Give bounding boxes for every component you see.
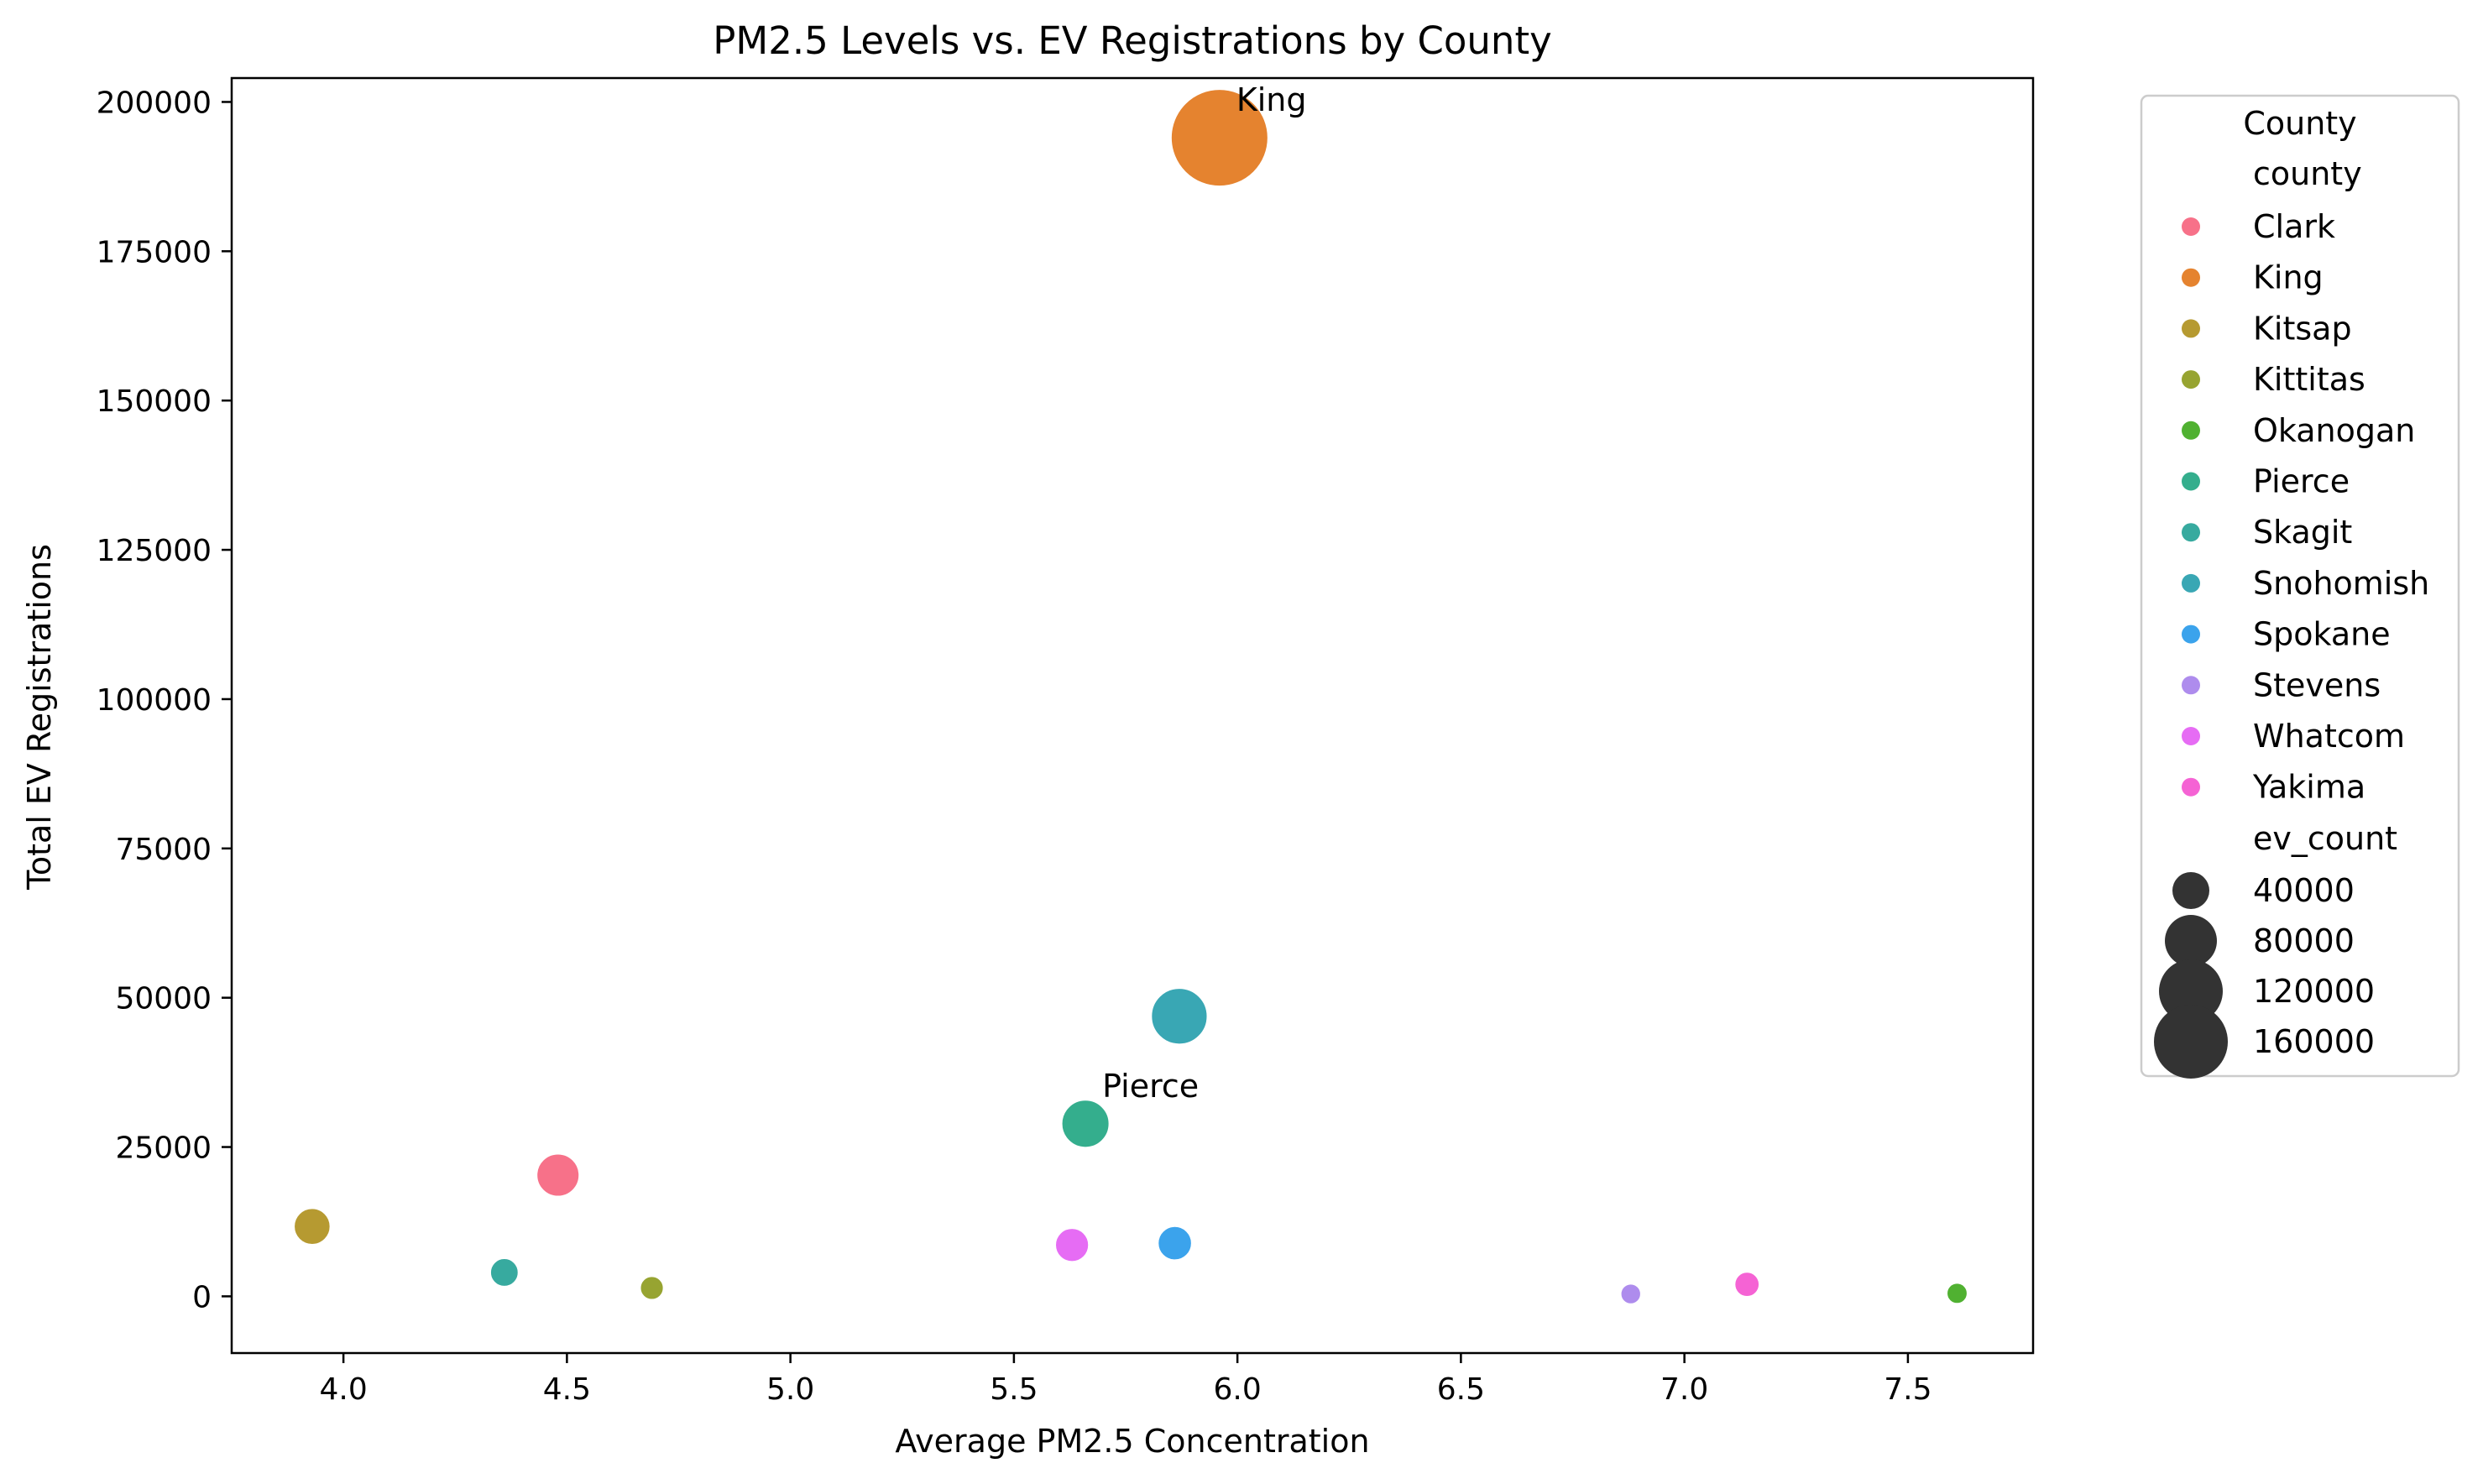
y-tick-label: 200000 [97, 86, 212, 120]
legend-marker [2182, 624, 2200, 644]
legend-item-label: Pierce [2253, 463, 2350, 500]
legend: County county Clark King Kitsap Kittitas Oka… [2140, 94, 2460, 1079]
scatter-point-kitsap [293, 1207, 332, 1246]
legend-item-label: Yakima [2252, 769, 2365, 806]
legend-size-label: 80000 [2253, 922, 2355, 959]
scatter-point-clark [536, 1152, 581, 1198]
y-tick-label: 75000 [115, 833, 212, 867]
y-tick-label: 50000 [115, 982, 212, 1016]
legend-item-label: Clark [2253, 208, 2335, 245]
legend-item-label: Stevens [2253, 666, 2381, 703]
legend-marker [2182, 472, 2200, 491]
x-axis: 4.0 4.5 5.0 5.5 6.0 6.5 7.0 7.5 [319, 1353, 1932, 1407]
x-axis-title: Average PM2.5 Concentration [895, 1423, 1369, 1460]
points-layer [293, 88, 1968, 1305]
legend-marker [2182, 777, 2200, 797]
x-tick-label: 6.5 [1437, 1372, 1485, 1407]
y-tick-label: 125000 [97, 534, 212, 568]
x-tick-label: 4.0 [319, 1372, 367, 1407]
scatter-point-spokane [1157, 1225, 1193, 1262]
legend-item-label: Skagit [2253, 514, 2352, 551]
legend-size-label: 160000 [2253, 1023, 2375, 1060]
y-tick-label: 25000 [115, 1131, 212, 1166]
chart-title: PM2.5 Levels vs. EV Registrations by Cou… [713, 18, 1551, 63]
legend-hue-title: county [2253, 155, 2362, 192]
legend-marker [2182, 319, 2200, 338]
legend-marker [2182, 421, 2200, 440]
legend-size-items: 40000 80000 120000 160000 [2154, 872, 2375, 1079]
scatter-point-kittitas [639, 1275, 665, 1301]
y-tick-label: 0 [192, 1280, 212, 1314]
scatter-point-king [1169, 88, 1269, 188]
legend-size-marker [2159, 959, 2223, 1023]
legend-item-label: Kittitas [2253, 361, 2365, 398]
legend-item-label: Okanogan [2253, 412, 2415, 449]
y-tick-label: 100000 [97, 683, 212, 718]
legend-size-label: 120000 [2253, 973, 2375, 1010]
plot-frame [230, 76, 2035, 1355]
legend-size-marker [2154, 1005, 2228, 1079]
legend-size-marker [2165, 915, 2217, 967]
legend-size-title: ev_count [2253, 820, 2397, 857]
y-axis-title: Total EV Registrations [21, 544, 58, 891]
legend-item-label: Kitsap [2253, 310, 2352, 347]
scatter-point-yakima [1733, 1271, 1761, 1298]
scatter-point-whatcom [1054, 1227, 1090, 1263]
scatter-point-pierce [1060, 1099, 1111, 1149]
scatter-point-okanogan [1946, 1282, 1968, 1305]
annotation-label: King [1236, 81, 1307, 118]
legend-title: County [2243, 105, 2356, 142]
x-tick-label: 4.5 [543, 1372, 591, 1407]
legend-item-label: King [2253, 259, 2324, 296]
y-axis: 0 25000 50000 75000 100000 125000 150000 175000… [97, 86, 232, 1314]
legend-hue-items: Clark King Kitsap Kittitas Okanogan Pierce Ska… [2182, 208, 2429, 806]
legend-marker [2182, 217, 2200, 236]
legend-item-label: Spokane [2253, 616, 2391, 653]
legend-size-marker [2172, 872, 2209, 909]
y-tick-label: 175000 [97, 235, 212, 269]
legend-box [2140, 94, 2460, 1078]
legend-item-label: Whatcom [2253, 718, 2405, 755]
legend-item-label: Snohomish [2253, 565, 2429, 602]
x-tick-label: 5.0 [766, 1372, 814, 1407]
scatter-point-stevens [1619, 1283, 1642, 1305]
legend-marker [2182, 523, 2200, 542]
scatter-point-snohomish [1150, 987, 1209, 1046]
scatter-point-skagit [489, 1257, 520, 1288]
x-tick-label: 5.5 [990, 1372, 1038, 1407]
plot-area: King Pierce [230, 76, 2035, 1355]
legend-marker [2182, 727, 2200, 745]
legend-marker [2182, 370, 2200, 389]
legend-marker [2182, 268, 2200, 287]
x-tick-label: 7.0 [1660, 1372, 1708, 1407]
x-tick-label: 6.0 [1214, 1372, 1262, 1407]
y-tick-label: 150000 [97, 384, 212, 419]
x-tick-label: 7.5 [1884, 1372, 1932, 1407]
annotation-label: Pierce [1102, 1068, 1199, 1105]
legend-size-label: 40000 [2253, 872, 2355, 909]
legend-marker [2182, 676, 2200, 695]
annotations-layer: King Pierce [1102, 81, 1306, 1105]
legend-marker [2182, 573, 2200, 593]
